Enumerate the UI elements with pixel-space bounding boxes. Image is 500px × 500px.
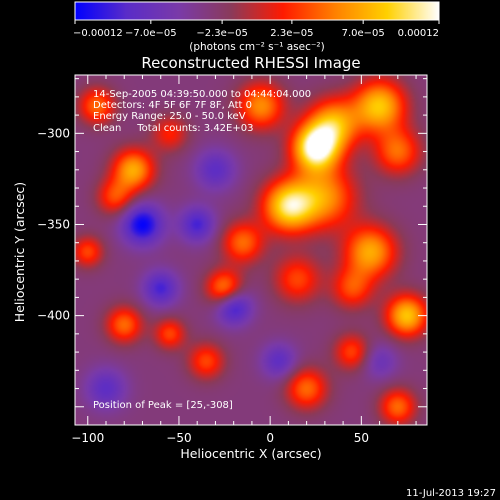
colorbar-gradient [74,1,440,21]
footer-timestamp: 11-Jul-2013 19:27 [406,488,496,499]
y-tick-label: −350 [37,217,70,231]
annotation-energy-range: Energy Range: 25.0 - 50.0 keV [93,111,246,122]
colorbar-tick-label: −7.0e−05 [125,28,177,39]
colorbar-tick-label: −0.00012 [73,28,123,39]
colorbar-ticks: −0.00012 −7.0e−05 −2.3e−05 2.3e−05 7.0e−05 0.… [73,20,440,39]
annotations: 14-Sep-2005 04:39:50.000 to 04:44:04.000… [93,89,311,411]
heatmap-image [75,75,427,425]
annotation-detectors: Detectors: 4F 5F 6F 7F 8F, Att 0 [93,100,252,111]
colorbar-tick-label: 0.00012 [398,28,439,39]
colorbar-tick-label: 7.0e−05 [342,28,385,39]
x-tick-label: 0 [266,431,274,445]
chart-title: Reconstructed RHESSI Image [141,54,360,72]
colorbar: −0.00012 −7.0e−05 −2.3e−05 2.3e−05 7.0e−05 0.… [73,1,440,53]
axis-ticks: −100 −50 0 50 −300 −350 −400 [37,75,427,445]
peak-position-label: Position of Peak = [25,-308] [93,400,233,411]
colorbar-tick-label: −2.3e−05 [196,28,248,39]
y-axis-label: Heliocentric Y (arcsec) [12,182,27,322]
plot-frame [74,74,428,426]
x-tick-label: −50 [166,431,191,445]
colorbar-units-label: (photons cm⁻² s⁻¹ asec⁻²) [189,41,324,53]
x-tick-label: 50 [354,431,369,445]
annotation-clean-counts: Clean Total counts: 3.42E+03 [93,123,253,134]
x-tick-label: −100 [71,431,104,445]
y-tick-label: −300 [37,126,70,140]
heatmap-raster [75,75,427,425]
annotation-time-range: 14-Sep-2005 04:39:50.000 to 04:44:04.000 [93,89,311,100]
colorbar-tick-label: 2.3e−05 [270,28,313,39]
y-tick-label: −400 [37,309,70,323]
x-axis-label: Heliocentric X (arcsec) [180,446,321,461]
